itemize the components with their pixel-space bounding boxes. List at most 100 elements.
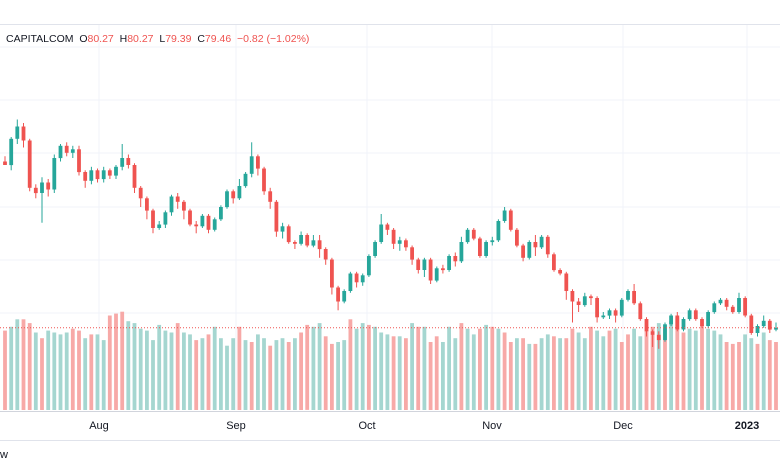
candle-body	[656, 334, 661, 341]
volume-bar	[730, 343, 735, 410]
price-chart-svg[interactable]	[0, 25, 780, 410]
volume-bar	[626, 334, 630, 410]
volume-bar	[656, 323, 661, 410]
volume-bar	[533, 343, 538, 410]
candle-body	[27, 140, 32, 188]
volume-bar	[576, 332, 581, 410]
candle-body	[21, 126, 26, 141]
volume-bar	[619, 342, 624, 410]
candle-body	[767, 320, 772, 330]
volume-bar	[595, 330, 599, 410]
volume-bar	[95, 334, 100, 410]
candle-body	[718, 299, 723, 304]
candle-body	[669, 315, 673, 325]
candle-body	[182, 201, 186, 211]
volume-bar	[194, 340, 199, 410]
volume-bar	[700, 324, 704, 410]
candle-body	[305, 235, 310, 246]
candle-body	[126, 158, 131, 165]
x-tick-dec: Dec	[613, 420, 633, 432]
candle-body	[737, 298, 741, 312]
x-tick-sep: Sep	[226, 420, 246, 432]
candle-body	[132, 165, 137, 188]
volume-bar	[33, 332, 38, 410]
volume-bar	[663, 328, 667, 410]
volume-bar	[206, 334, 211, 410]
price-chart-pane[interactable]	[0, 25, 780, 410]
candle-body	[391, 229, 396, 244]
volume-bar	[373, 326, 377, 410]
candle-body	[521, 245, 525, 258]
volume-bar	[564, 338, 569, 410]
legend-change: −0.82 (−1.02%)	[237, 33, 310, 45]
volume-bar	[434, 336, 439, 410]
volume-bar	[410, 323, 414, 410]
candle-body	[663, 324, 667, 341]
candle-body	[650, 331, 655, 335]
candle-body	[70, 149, 75, 153]
candle-body	[416, 259, 421, 270]
volume-bar	[601, 336, 606, 410]
candle-body	[95, 170, 100, 180]
candle-body	[496, 221, 501, 241]
volume-bar	[416, 326, 421, 410]
volume-bar	[163, 330, 168, 410]
candle-body	[693, 310, 698, 320]
volume-bar	[496, 328, 501, 410]
volume-bar	[323, 336, 328, 410]
candle-body	[533, 242, 538, 248]
candle-body	[700, 319, 704, 326]
candle-body	[755, 326, 760, 333]
volume-bar	[188, 334, 192, 410]
volume-bar	[570, 328, 575, 410]
candle-body	[268, 191, 273, 202]
candle-body	[354, 273, 359, 283]
volume-bar	[453, 338, 458, 410]
volume-bar	[182, 332, 186, 410]
volume-bar	[286, 342, 291, 410]
volume-bar	[391, 336, 396, 410]
volume-bar	[712, 330, 717, 410]
candle-body	[774, 327, 778, 330]
candle-body	[40, 182, 44, 193]
candle-body	[336, 287, 340, 302]
volume-bar	[508, 342, 513, 410]
volume-bar	[249, 342, 254, 410]
candle-body	[33, 187, 38, 194]
volume-bar	[280, 338, 285, 410]
volume-bar	[749, 338, 754, 410]
bottom-toolbar-label[interactable]: w	[0, 449, 8, 461]
candle-body	[471, 229, 476, 239]
candle-body	[342, 291, 347, 302]
candle-body	[619, 299, 624, 316]
volume-bar	[40, 338, 44, 410]
volume-bar	[126, 321, 131, 410]
volume-bar	[471, 334, 476, 410]
volume-bar	[200, 338, 205, 410]
volume-bar	[539, 338, 544, 410]
volume-bar	[52, 332, 57, 410]
candle-body	[367, 256, 371, 276]
volume-bar	[9, 326, 14, 410]
candle-body	[453, 256, 458, 262]
volume-bar	[484, 324, 488, 410]
volume-bar	[262, 338, 266, 410]
volume-bar	[761, 332, 766, 410]
candle-body	[397, 240, 402, 244]
candle-body	[225, 191, 229, 208]
volume-bar	[404, 338, 408, 410]
volume-bar	[687, 328, 692, 410]
candle-body	[293, 242, 297, 244]
volume-bar	[175, 323, 180, 410]
volume-bar	[447, 326, 451, 410]
x-tick-oct: Oct	[358, 420, 376, 432]
volume-bar	[311, 326, 316, 410]
candle-body	[706, 312, 710, 326]
volume-bar	[737, 342, 741, 410]
legend-close-key: C	[197, 33, 205, 45]
volume-bar	[89, 334, 94, 410]
legend-symbol[interactable]: CAPITALCOM	[6, 33, 74, 45]
volume-bar	[299, 332, 303, 410]
time-axis[interactable]: Aug Sep Oct Nov Dec 2023	[0, 411, 780, 440]
candle-body	[212, 219, 217, 230]
